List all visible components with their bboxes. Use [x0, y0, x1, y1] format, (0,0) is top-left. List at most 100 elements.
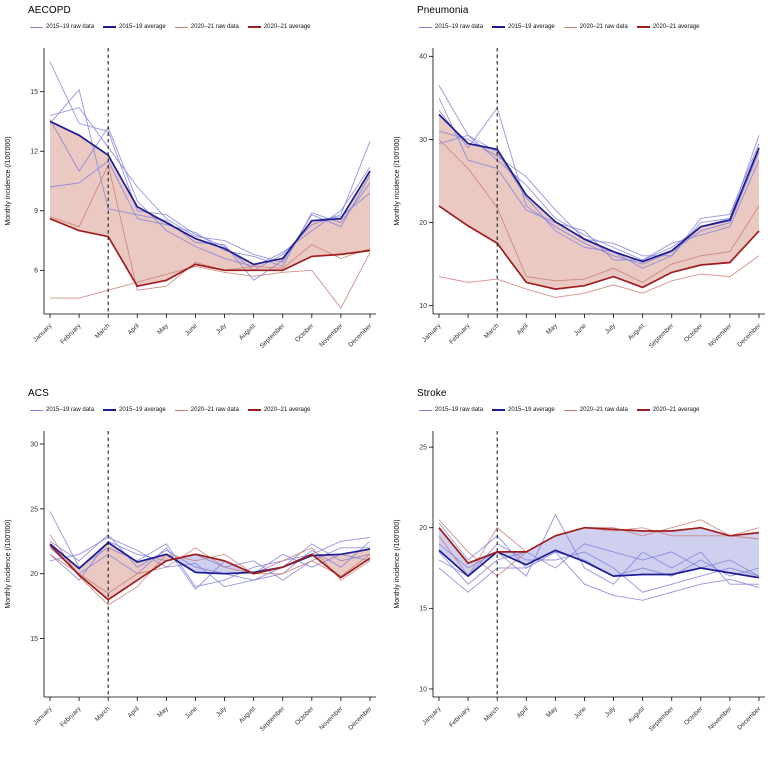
x-tick-label: June — [184, 705, 199, 720]
chart-legend: 2015–19 raw data 2015–19 average 2020–21 r… — [30, 23, 389, 31]
x-tick-label: April — [516, 705, 531, 720]
legend-label: 2020–21 average — [263, 407, 311, 413]
x-tick-label: March — [94, 705, 112, 723]
panel-aecopd: AECOPD 2015–19 raw data 2015–19 average 20… — [0, 0, 389, 383]
x-tick-label: February — [448, 322, 472, 346]
chart-legend: 2015–19 raw data 2015–19 average 2020–21 r… — [419, 406, 778, 414]
y-tick-label: 10 — [419, 686, 427, 693]
raw_2015_19-line — [438, 543, 760, 593]
avg-2020-21-line — [438, 526, 760, 565]
x-tick-label: May — [545, 705, 559, 719]
chart-legend: 2015–19 raw data 2015–19 average 2020–21 r… — [419, 23, 778, 31]
avg-2020-21-line — [438, 205, 760, 290]
ribbon-fill — [671, 527, 701, 575]
legend-item: 2020–21 raw data — [563, 24, 628, 30]
chart-title-stroke: Stroke — [417, 388, 447, 399]
x-tick-label: January — [32, 705, 54, 727]
legend-line-swatch — [30, 409, 43, 411]
y-axis-title: Monthly incidence (/100'000) — [394, 136, 401, 225]
x-tick-label: April — [127, 322, 142, 337]
legend-line-swatch — [492, 26, 506, 28]
x-tick-label: June — [573, 322, 588, 337]
y-axis-title: Monthly incidence (/100'000) — [394, 519, 401, 608]
x-tick-label: January — [421, 705, 443, 727]
legend-item: 2020–21 raw data — [563, 407, 628, 413]
legend-line-swatch — [419, 26, 432, 28]
ribbon-fill — [50, 121, 80, 231]
x-tick-label: June — [184, 322, 199, 337]
x-tick-label: October — [683, 322, 705, 344]
ribbon-fill — [671, 226, 701, 273]
legend-line-swatch — [103, 409, 117, 411]
y-tick-label: 15 — [30, 89, 38, 96]
x-tick-label: December — [736, 705, 763, 732]
legend-label: 2015–19 raw data — [435, 407, 484, 413]
legend-line-swatch — [636, 26, 650, 28]
raw_2015_19-line — [438, 543, 760, 585]
legend-label: 2020–21 average — [263, 24, 311, 30]
legend-line-swatch — [247, 26, 261, 28]
x-tick-label: June — [573, 705, 588, 720]
raw_2020_21-line — [438, 139, 760, 283]
avg-2020-21-line — [49, 217, 371, 288]
y-tick-label: 25 — [30, 506, 38, 513]
ribbon-fill — [497, 149, 527, 283]
legend-label: 2020–21 raw data — [579, 407, 628, 413]
legend-line-swatch — [636, 409, 650, 411]
legend-item: 2020–21 raw data — [174, 24, 239, 30]
avg-2015-19-line — [438, 113, 760, 263]
y-tick-label: 10 — [419, 303, 427, 310]
y-tick-label: 25 — [419, 445, 427, 452]
raw_2015_19-line — [438, 130, 760, 257]
chart-legend: 2015–19 raw data 2015–19 average 2020–21 r… — [30, 406, 389, 414]
x-tick-label: November — [318, 705, 345, 732]
y-tick-label: 30 — [30, 441, 38, 448]
legend-label: 2015–19 raw data — [46, 407, 95, 413]
x-tick-label: March — [94, 322, 112, 340]
ribbon-fill — [439, 114, 469, 226]
legend-label: 2020–21 average — [652, 407, 700, 413]
chart-plot-stroke: 10 15 20 25 January February March April May June… — [394, 431, 765, 733]
y-axis-title: Monthly incidence (/100'000) — [5, 519, 12, 608]
y-axis-title: Monthly incidence (/100'000) — [5, 136, 12, 225]
x-tick-label: January — [421, 322, 443, 344]
legend-line-swatch — [563, 409, 577, 411]
chart-title-pneumonia: Pneumonia — [417, 5, 469, 16]
legend-line-swatch — [174, 409, 188, 411]
panel-stroke: Stroke 2015–19 raw data 2015–19 average 20… — [389, 383, 778, 765]
legend-item: 2015–19 raw data — [419, 24, 483, 30]
x-tick-label: December — [347, 322, 374, 349]
ribbon-fill — [729, 532, 759, 578]
x-tick-label: April — [127, 705, 142, 720]
legend-label: 2020–21 raw data — [190, 407, 239, 413]
legend-item: 2015–19 raw data — [30, 407, 94, 413]
ribbon-fill — [79, 542, 109, 600]
x-tick-label: August — [627, 322, 646, 341]
chart-title-aecopd: AECOPD — [28, 5, 71, 16]
legend-label: 2020–21 average — [652, 24, 700, 30]
legend-line-swatch — [30, 26, 43, 28]
ribbon-fill — [282, 220, 312, 271]
legend-item: 2020–21 average — [247, 24, 311, 30]
legend-item: 2020–21 average — [636, 407, 700, 413]
x-tick-label: May — [156, 705, 170, 719]
panel-pneumonia: Pneumonia 2015–19 raw data 2015–19 averag… — [389, 0, 778, 383]
legend-line-swatch — [247, 409, 261, 411]
legend-item: 2015–19 average — [103, 407, 166, 413]
x-tick-label: July — [604, 705, 618, 719]
raw_2020_21-line — [49, 163, 371, 291]
ribbon-fill — [526, 535, 556, 565]
ribbon-fill — [555, 221, 585, 290]
legend-item: 2015–19 average — [103, 24, 166, 30]
x-tick-label: September — [259, 705, 287, 733]
ribbon-fill — [108, 542, 138, 600]
avg-2015-19-line — [438, 549, 760, 579]
chart-plot-aecopd: 6 9 12 15 January February March April May June Ju… — [5, 48, 376, 350]
avg-2015-19-line — [49, 120, 371, 266]
ribbon-fill — [468, 143, 498, 244]
y-tick-label: 15 — [419, 606, 427, 613]
x-tick-label: April — [516, 322, 531, 337]
legend-label: 2020–21 raw data — [579, 24, 628, 30]
legend-line-swatch — [492, 409, 506, 411]
legend-item: 2015–19 raw data — [419, 407, 483, 413]
